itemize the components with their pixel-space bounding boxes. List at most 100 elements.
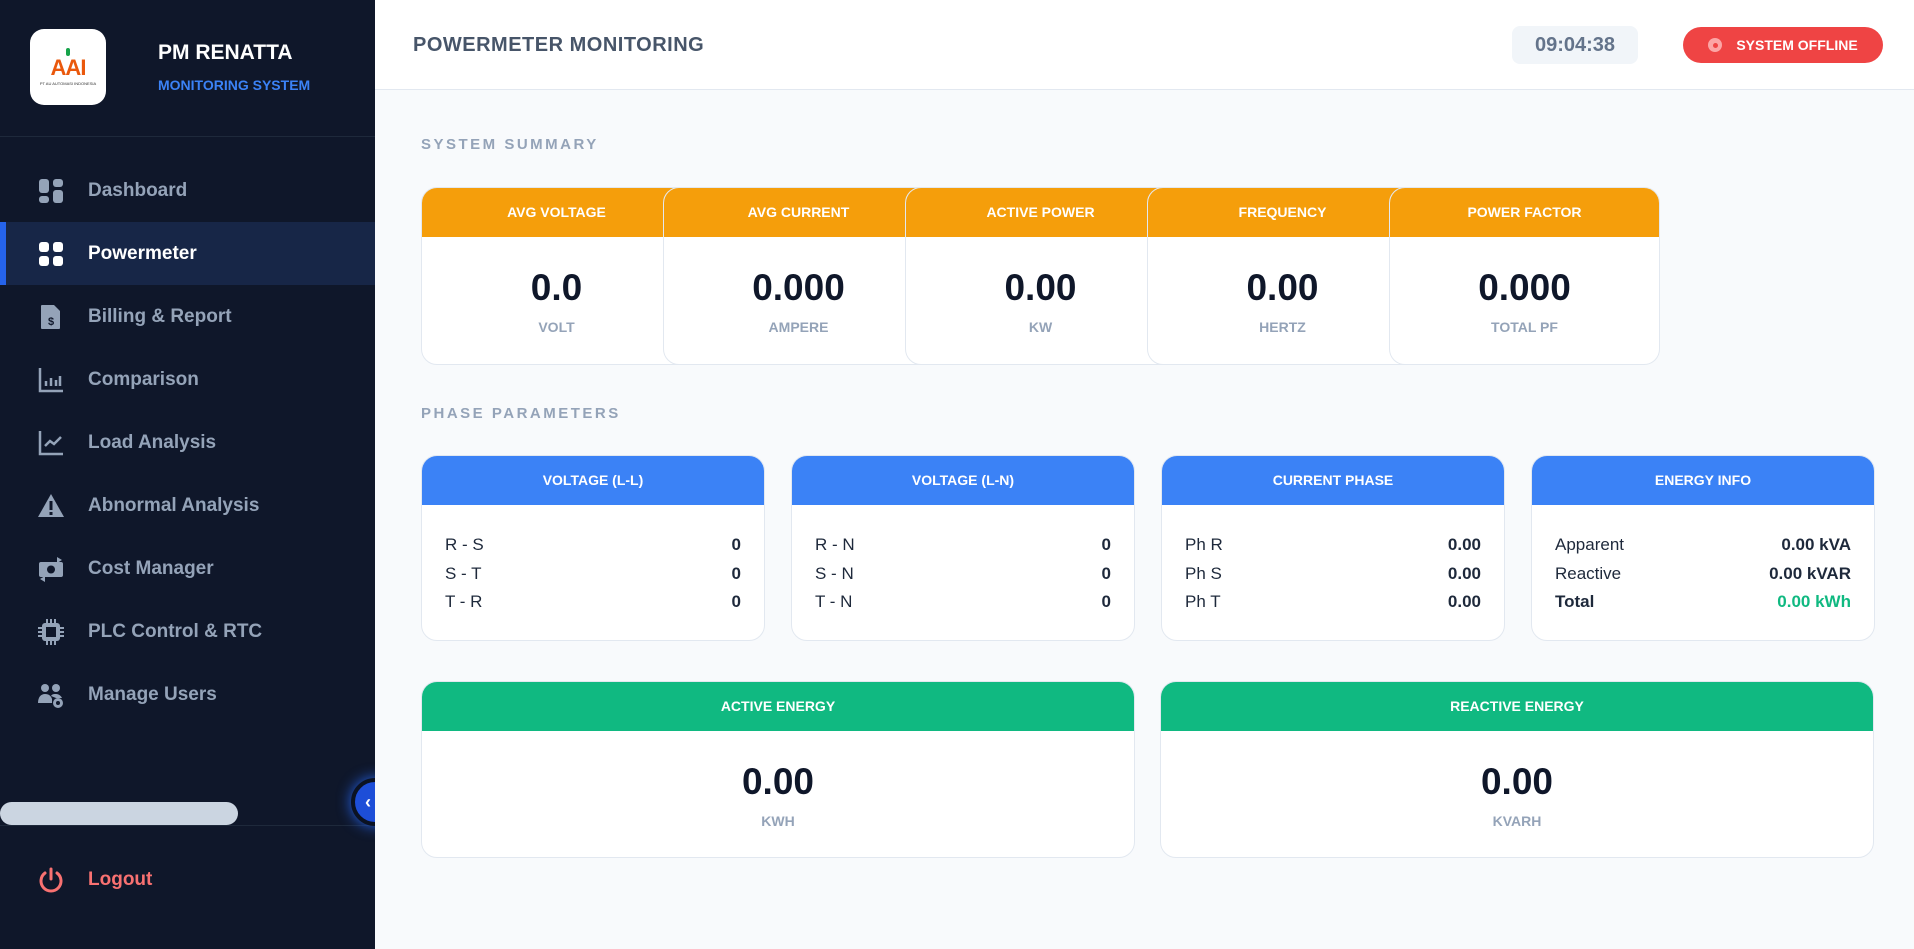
page-title: POWERMETER MONITORING — [413, 34, 705, 56]
card-header: POWER FACTOR — [1390, 188, 1659, 237]
sidebar-item-label: Abnormal Analysis — [88, 494, 260, 516]
param-row: S - N 0 — [815, 560, 1111, 589]
param-value: 0.00 — [1447, 563, 1481, 583]
summary-card: ACTIVE POWER 0.00 KW — [905, 187, 1176, 365]
sidebar-item-label: Dashboard — [88, 179, 188, 201]
param-label: Ph T — [1185, 592, 1221, 612]
card-value: 0.000 — [1478, 267, 1571, 308]
main-content: SYSTEM SUMMARY PHASE PARAMETERS AVG VOLT… — [375, 90, 1914, 949]
brand: AAI PT AU AUTOMASI INDONESIA PM RENATTA M… — [30, 29, 310, 105]
section-title: PHASE PARAMETERS — [421, 405, 621, 422]
param-label: R - N — [815, 535, 855, 555]
sidebar-item-dashboard[interactable]: Dashboard — [0, 159, 375, 222]
invoice-dollar-icon: $ — [41, 304, 60, 329]
section-title: SYSTEM SUMMARY — [421, 136, 599, 153]
card-header: REACTIVE ENERGY — [1161, 682, 1873, 731]
param-value: 0 — [731, 535, 741, 555]
param-row: S - T 0 — [445, 560, 741, 589]
power-icon — [39, 867, 63, 893]
card-unit: KWH — [761, 813, 795, 829]
summary-card: AVG CURRENT 0.000 AMPERE — [663, 187, 934, 365]
divider — [0, 825, 375, 826]
summary-card: AVG VOLTAGE 0.0 VOLT — [421, 187, 692, 365]
sidebar-item-plc-control-rtc[interactable]: PLC Control & RTC — [0, 600, 375, 663]
sidebar-item-load-analysis[interactable]: Load Analysis — [0, 411, 375, 474]
phase-card: VOLTAGE (L-N) R - N 0 S - N 0 T - N 0 — [791, 455, 1135, 641]
users-gear-icon — [38, 683, 63, 708]
sidebar-item-comparison[interactable]: Comparison — [0, 348, 375, 411]
param-value: 0 — [1101, 592, 1111, 612]
param-row: Total 0.00 kWh — [1555, 588, 1851, 617]
sidebar-item-abnormal-analysis[interactable]: Abnormal Analysis — [0, 474, 375, 537]
card-header: AVG CURRENT — [664, 188, 933, 237]
card-unit: TOTAL PF — [1491, 319, 1558, 335]
money-exchange-icon — [39, 556, 63, 582]
param-label: T - N — [815, 592, 853, 612]
sidebar-item-billing-report[interactable]: $ Billing & Report — [0, 285, 375, 348]
card-value: 0.000 — [752, 267, 845, 308]
sidebar-item-label: Manage Users — [88, 683, 217, 705]
sidebar: AAI PT AU AUTOMASI INDONESIA PM RENATTA M… — [0, 0, 399, 949]
param-value: 0 — [1101, 563, 1111, 583]
card-header: ACTIVE POWER — [906, 188, 1175, 237]
card-unit: HERTZ — [1259, 319, 1306, 335]
summary-card: FREQUENCY 0.00 HERTZ — [1147, 187, 1418, 365]
grid-icon — [39, 241, 63, 266]
param-value: 0.00 kWh — [1777, 592, 1851, 612]
param-label: T - R — [445, 592, 483, 612]
sidebar-item-label: Billing & Report — [88, 305, 232, 327]
card-value: 0.0 — [530, 267, 583, 308]
param-value: 0 — [1101, 535, 1111, 555]
param-label: Reactive — [1555, 563, 1622, 583]
param-label: Ph R — [1185, 535, 1223, 555]
chip-icon — [38, 618, 64, 645]
card-unit: VOLT — [538, 319, 575, 335]
param-row: T - N 0 — [815, 588, 1111, 617]
param-label: R - S — [445, 535, 484, 555]
param-label: Total — [1555, 592, 1595, 612]
param-value: 0.00 — [1447, 592, 1481, 612]
logout-label: Logout — [88, 869, 153, 890]
card-header: ENERGY INFO — [1532, 456, 1874, 505]
card-header: AVG VOLTAGE — [422, 188, 691, 237]
sidebar-item-label: Load Analysis — [88, 431, 217, 453]
status-text: SYSTEM OFFLINE — [1736, 37, 1858, 53]
logout-button[interactable]: Logout — [37, 866, 152, 894]
card-header: FREQUENCY — [1148, 188, 1417, 237]
sidebar-item-cost-manager[interactable]: Cost Manager — [0, 537, 375, 600]
svg-text:$: $ — [48, 316, 54, 328]
param-value: 0 — [731, 563, 741, 583]
card-value: 0.00 — [741, 761, 814, 802]
sidebar-item-label: Cost Manager — [88, 557, 214, 579]
phase-card: ENERGY INFO Apparent 0.00 kVA Reactive 0.00 … — [1531, 455, 1875, 641]
card-value: 0.00 — [1246, 267, 1319, 308]
param-label: Apparent — [1555, 535, 1624, 555]
param-label: S - T — [445, 563, 482, 583]
dashboard-icon — [39, 178, 63, 203]
energy-card: REACTIVE ENERGY 0.00 KVARH — [1160, 681, 1874, 858]
card-header: CURRENT PHASE — [1162, 456, 1504, 505]
card-header: VOLTAGE (L-N) — [792, 456, 1134, 505]
param-row: R - N 0 — [815, 531, 1111, 560]
card-value: 0.00 — [1480, 761, 1553, 802]
bar-chart-icon — [38, 367, 63, 392]
sidebar-nav: Dashboard Powermeter $ Billing & Report … — [0, 159, 375, 726]
card-unit: KW — [1028, 319, 1053, 335]
line-chart-icon — [38, 430, 63, 455]
sidebar-item-manage-users[interactable]: Manage Users — [0, 663, 375, 726]
param-row: Ph S 0.00 — [1185, 560, 1481, 589]
summary-card: POWER FACTOR 0.000 TOTAL PF — [1389, 187, 1660, 365]
company-logo: AAI PT AU AUTOMASI INDONESIA — [30, 29, 106, 105]
sidebar-item-label: PLC Control & RTC — [88, 620, 263, 642]
sidebar-item-label: Powermeter — [88, 242, 197, 264]
param-row: Ph R 0.00 — [1185, 531, 1481, 560]
sidebar-scrollbar[interactable] — [0, 802, 238, 825]
top-header: POWERMETER MONITORING 09:04:38 SYSTEM OF… — [375, 0, 1914, 90]
phase-card: CURRENT PHASE Ph R 0.00 Ph S 0.00 Ph T 0.00 — [1161, 455, 1505, 641]
param-value: 0 — [731, 592, 741, 612]
param-row: Apparent 0.00 kVA — [1555, 531, 1851, 560]
param-row: R - S 0 — [445, 531, 741, 560]
chevron-left-icon: ‹ — [365, 792, 371, 812]
sidebar-item-powermeter[interactable]: Powermeter — [0, 222, 375, 285]
card-value: 0.00 — [1004, 267, 1077, 308]
